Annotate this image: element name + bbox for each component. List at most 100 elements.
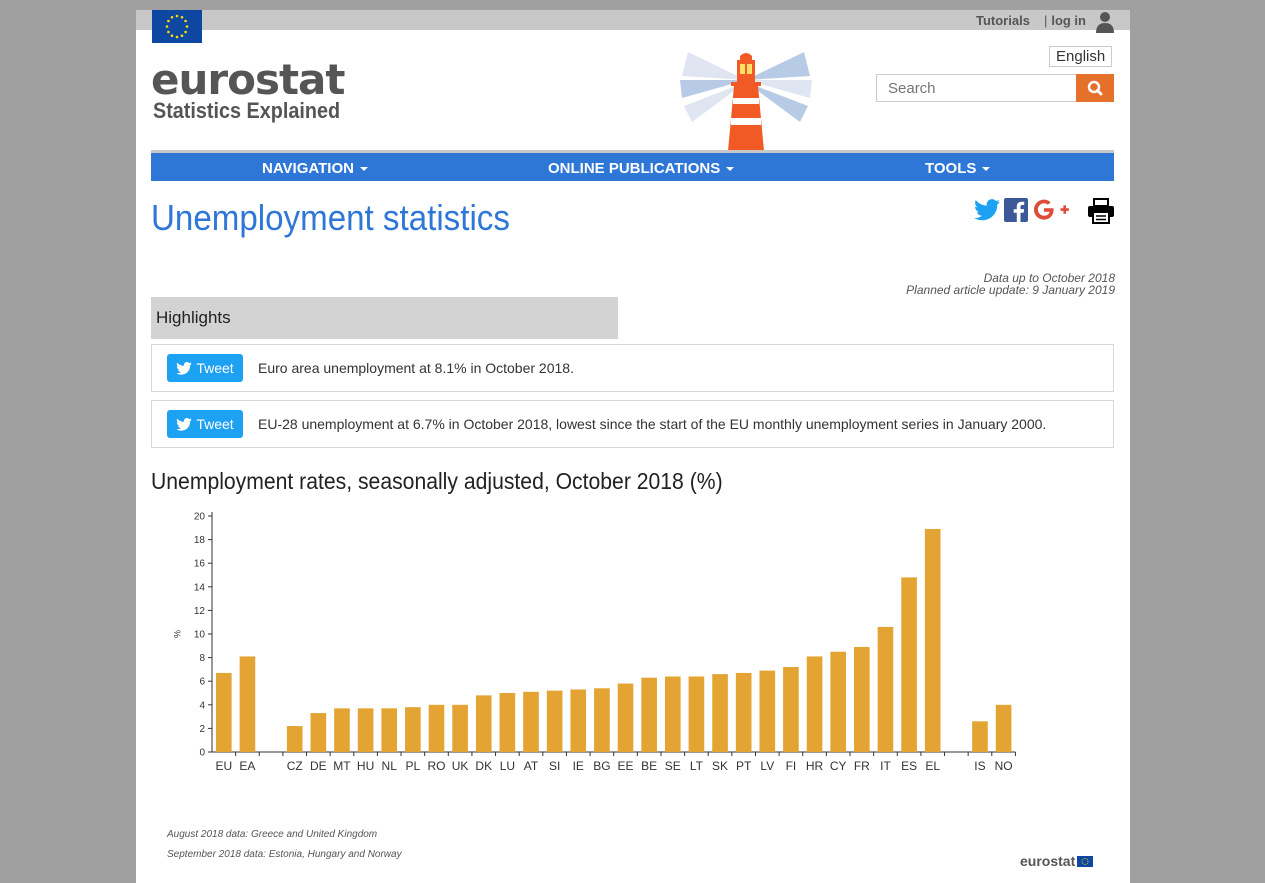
- top-links: Tutorials | log in: [976, 10, 1114, 33]
- x-tick-label: MT: [333, 759, 351, 773]
- y-tick-label: 2: [199, 724, 205, 735]
- nav-tools[interactable]: TOOLS: [925, 160, 991, 177]
- x-tick-label: HR: [806, 759, 824, 773]
- nav-navigation[interactable]: NAVIGATION: [262, 160, 368, 177]
- facebook-icon[interactable]: [1004, 198, 1028, 222]
- y-tick-label: 12: [194, 606, 206, 617]
- y-tick-label: 0: [199, 748, 205, 759]
- chevron-down-icon: [982, 166, 991, 171]
- bar-FR: [854, 646, 870, 752]
- bar-HR: [806, 656, 823, 752]
- article-meta: Data up to October 2018 Planned article …: [906, 272, 1115, 296]
- x-tick-label: BE: [641, 759, 657, 773]
- bar-ES: [901, 577, 917, 752]
- bar-LV: [759, 670, 776, 752]
- tweet-button[interactable]: Tweet: [167, 354, 243, 382]
- x-tick-label: FR: [854, 759, 870, 773]
- x-tick-label: FI: [786, 759, 797, 773]
- nav-online-publications-label: ONLINE PUBLICATIONS: [548, 160, 721, 177]
- eurostat-footer-text: eurostat: [1020, 853, 1076, 869]
- eurostat-logo[interactable]: eurostat: [151, 55, 345, 104]
- bar-LT: [688, 676, 705, 752]
- bar-AT: [523, 691, 539, 752]
- y-tick-label: 14: [194, 582, 206, 593]
- login-link[interactable]: log in: [1051, 12, 1086, 28]
- y-tick-label: 18: [194, 535, 206, 546]
- search-button[interactable]: [1076, 74, 1114, 102]
- footnote: September 2018 data: Estonia, Hungary an…: [167, 849, 402, 860]
- bar-EL: [924, 528, 941, 752]
- bar-NO: [995, 704, 1012, 752]
- bar-IT: [877, 626, 894, 752]
- x-tick-label: AT: [524, 759, 539, 773]
- twitter-icon: [176, 417, 193, 431]
- y-tick-label: 16: [194, 559, 206, 570]
- bar-DK: [475, 695, 492, 752]
- user-icon[interactable]: [1096, 11, 1114, 33]
- print-icon[interactable]: [1087, 198, 1115, 224]
- search-icon: [1087, 80, 1103, 96]
- bar-HU: [357, 708, 374, 752]
- x-tick-label: SE: [665, 759, 681, 773]
- bar-UK: [452, 704, 468, 752]
- x-tick-label: IE: [573, 759, 584, 773]
- tweet-label: Tweet: [196, 360, 234, 376]
- nav-online-publications[interactable]: ONLINE PUBLICATIONS: [548, 160, 735, 177]
- x-tick-label: NO: [995, 759, 1013, 773]
- highlights-header: Highlights: [151, 297, 618, 339]
- bar-IE: [570, 689, 587, 752]
- lighthouse-icon: [680, 52, 812, 151]
- google-plus-icon[interactable]: [1032, 198, 1072, 222]
- chart-title: Unemployment rates, seasonally adjusted,…: [151, 468, 723, 494]
- bar-PL: [405, 707, 421, 752]
- highlight-item: Tweet Euro area unemployment at 8.1% in …: [151, 344, 1114, 392]
- bar-BG: [594, 688, 610, 752]
- x-tick-label: RO: [427, 759, 445, 773]
- highlights-title: Highlights: [156, 308, 231, 327]
- x-tick-label: NL: [382, 759, 398, 773]
- bar-SK: [712, 674, 728, 752]
- bar-SE: [664, 676, 681, 752]
- top-bar: [136, 10, 1130, 30]
- eu-flag-logo[interactable]: [152, 10, 202, 43]
- y-axis-label: %: [172, 630, 182, 638]
- tweet-label: Tweet: [196, 416, 234, 432]
- twitter-icon[interactable]: [974, 199, 1000, 221]
- bar-SI: [546, 690, 563, 752]
- x-tick-label: HU: [357, 759, 374, 773]
- x-tick-label: BG: [593, 759, 610, 773]
- language-selector[interactable]: English: [1049, 46, 1113, 67]
- page: Tutorials | log in eurostat Statistics E…: [136, 10, 1130, 883]
- bar-BE: [641, 677, 657, 752]
- x-tick-label: UK: [452, 759, 469, 773]
- footnote: August 2018 data: Greece and United King…: [167, 829, 378, 840]
- x-tick-label: SI: [549, 759, 560, 773]
- x-tick-label: DK: [475, 759, 492, 773]
- x-tick-label: ES: [901, 759, 917, 773]
- x-tick-label: EE: [618, 759, 634, 773]
- bar-EU: [216, 672, 232, 752]
- chevron-down-icon: [359, 166, 368, 171]
- bar-NL: [381, 708, 398, 752]
- eurostat-footer-logo[interactable]: eurostat: [1020, 853, 1094, 869]
- unemployment-bar-chart: 0 2 4 6 8 10 12 14 16 18 20% EU EA CZ DE MT HU NL PL RO UK DK…: [172, 512, 1016, 773]
- page-title: Unemployment statistics: [151, 197, 510, 238]
- tutorials-link[interactable]: Tutorials: [976, 12, 1030, 28]
- nav-tools-label: TOOLS: [925, 160, 977, 177]
- chevron-down-icon: [726, 166, 735, 171]
- statistics-explained-logo[interactable]: Statistics Explained: [153, 98, 341, 123]
- x-tick-label: CY: [830, 759, 847, 773]
- x-tick-label: EL: [925, 759, 940, 773]
- bar-LU: [499, 693, 516, 752]
- x-tick-label: IS: [974, 759, 985, 773]
- bar-EA: [239, 656, 256, 752]
- bar-DE: [310, 713, 327, 752]
- x-tick-label: LV: [760, 759, 774, 773]
- x-tick-label: PT: [736, 759, 752, 773]
- y-tick-label: 6: [199, 677, 205, 688]
- search-input[interactable]: [876, 74, 1086, 102]
- nav-navigation-label: NAVIGATION: [262, 160, 354, 177]
- tweet-button[interactable]: Tweet: [167, 410, 243, 438]
- data-up-to: Data up to October 2018: [983, 271, 1115, 285]
- x-tick-label: DE: [310, 759, 327, 773]
